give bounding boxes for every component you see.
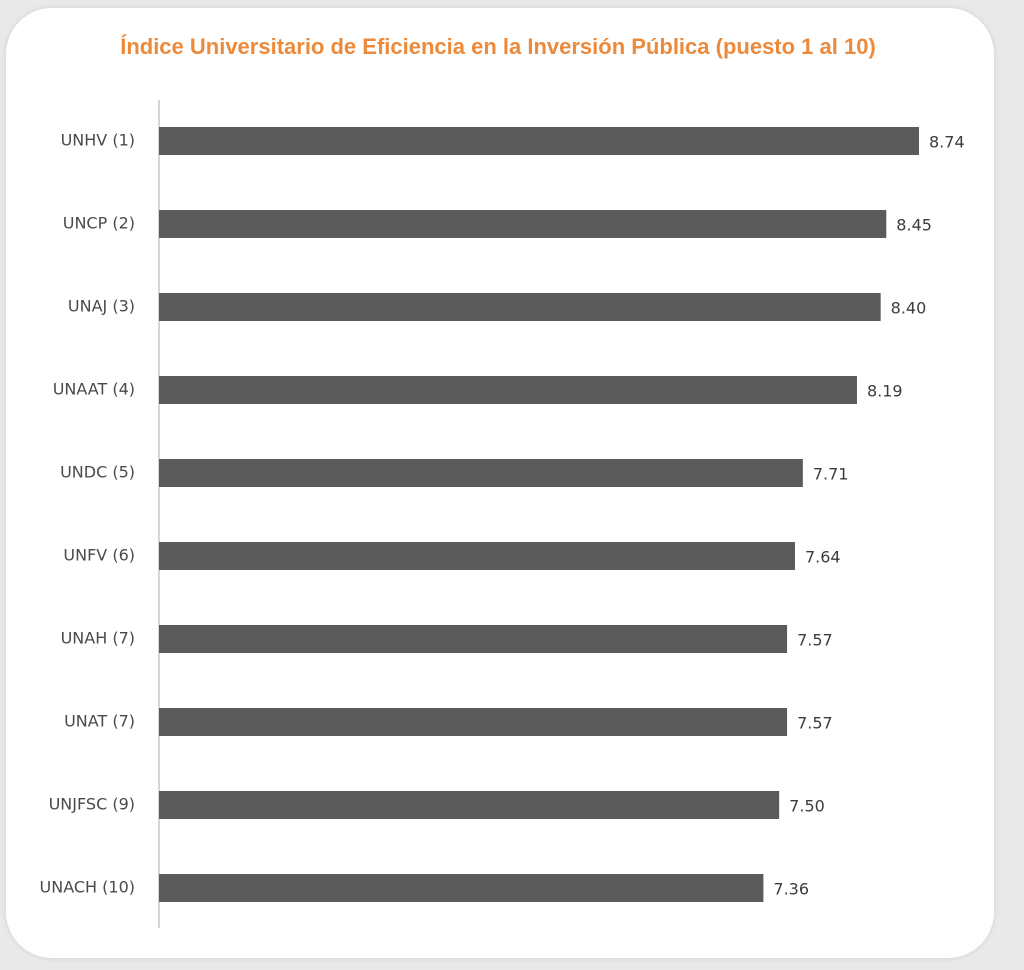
value-label: 8.40: [891, 299, 927, 318]
bar-4: [159, 459, 803, 487]
bar-9: [159, 874, 764, 902]
value-label: 8.45: [896, 216, 932, 235]
bar-5: [159, 542, 795, 570]
category-label: UNAJ (3): [68, 297, 135, 316]
bar-6: [159, 625, 788, 653]
category-label: UNAT (7): [64, 712, 135, 731]
value-label: 7.71: [813, 465, 849, 484]
bar-2: [159, 293, 881, 321]
value-label: 7.64: [805, 548, 841, 567]
category-label: UNFV (6): [63, 546, 135, 565]
bar-7: [159, 708, 788, 736]
category-label: UNJFSC (9): [49, 795, 135, 814]
value-label: 8.74: [929, 133, 965, 152]
category-label: UNHV (1): [61, 131, 135, 150]
bar-1: [159, 210, 887, 238]
value-label: 7.57: [797, 631, 833, 650]
category-label: UNAAT (4): [53, 380, 135, 399]
bar-8: [159, 791, 780, 819]
value-label: 7.50: [789, 797, 825, 816]
bar-0: [159, 127, 919, 155]
value-label: 7.57: [797, 714, 833, 733]
category-label: UNCP (2): [63, 214, 135, 233]
category-label: UNACH (10): [40, 878, 135, 897]
category-label: UNAH (7): [61, 629, 135, 648]
category-label: UNDC (5): [60, 463, 135, 482]
chart-title: Índice Universitario de Eficiencia en la…: [120, 34, 876, 59]
value-label: 7.36: [773, 880, 809, 899]
bar-3: [159, 376, 857, 404]
value-label: 8.19: [867, 382, 903, 401]
